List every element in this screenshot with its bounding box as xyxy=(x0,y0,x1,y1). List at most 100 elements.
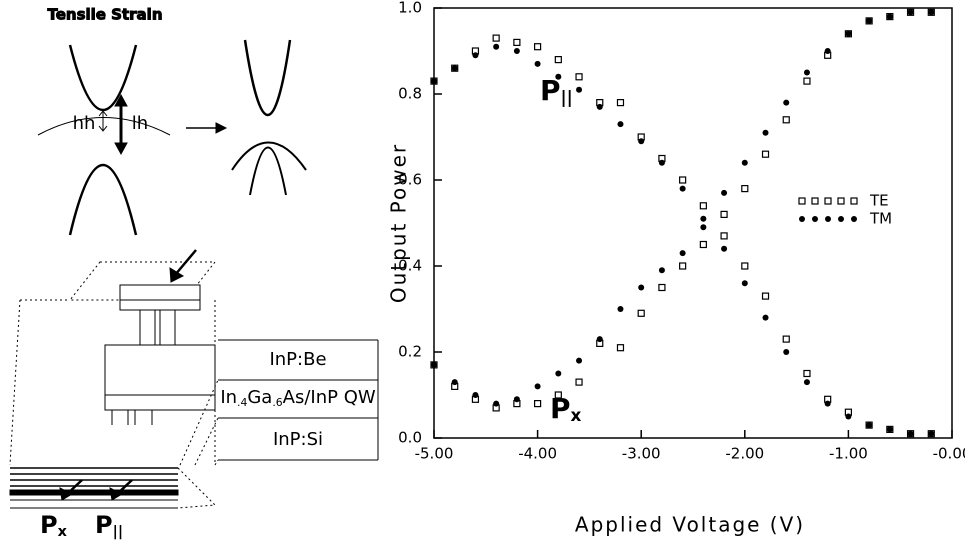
legend-marker xyxy=(798,197,806,205)
label-main: P xyxy=(540,74,561,107)
data-point xyxy=(803,369,811,378)
data-point xyxy=(617,306,624,312)
label-main: In xyxy=(220,387,237,408)
data-point xyxy=(761,292,770,300)
layer-label: InP:Be xyxy=(269,349,326,370)
label-subscript: .4 xyxy=(237,396,247,409)
band-diagram: Tensile Strain xyxy=(37,5,307,236)
y-tick-label: 0.0 xyxy=(398,429,422,447)
data-point xyxy=(783,99,790,106)
y-tick-label: 0.8 xyxy=(398,85,422,103)
data-point xyxy=(576,86,583,93)
output-label: P|| xyxy=(95,511,123,540)
x-tick-label: -0.00 xyxy=(933,445,965,463)
data-point xyxy=(658,283,666,292)
legend-marker xyxy=(837,197,845,205)
device-sketch xyxy=(9,249,379,509)
data-point xyxy=(679,185,686,192)
data-point xyxy=(638,138,645,145)
data-point xyxy=(699,202,707,210)
label-main: P xyxy=(550,392,571,425)
data-point xyxy=(576,357,583,364)
data-point xyxy=(679,176,687,184)
data-point xyxy=(782,335,790,343)
data-point xyxy=(761,150,770,158)
data-point xyxy=(845,413,852,420)
label-subscript: || xyxy=(561,87,573,107)
data-point xyxy=(451,379,458,386)
data-point xyxy=(824,400,831,407)
data-point xyxy=(886,13,893,20)
label-main: P xyxy=(95,511,113,539)
qw-label: In.4Ga.6As/InP QW xyxy=(220,387,376,409)
x-tick-label: -3.00 xyxy=(622,445,661,463)
legend-marker xyxy=(838,216,844,222)
x-tick-label: -5.00 xyxy=(415,445,454,463)
data-point xyxy=(472,392,479,398)
hh-label: hh xyxy=(73,113,96,134)
data-point xyxy=(803,379,810,386)
data-point xyxy=(431,78,437,85)
data-point xyxy=(431,361,437,368)
y-tick-label: 1.0 xyxy=(398,0,422,17)
legend-marker xyxy=(812,216,818,222)
label-subscript: || xyxy=(113,524,124,540)
label-main: As/InP QW xyxy=(283,387,376,408)
x-tick-label: -2.00 xyxy=(725,445,764,463)
legend-marker xyxy=(825,216,831,222)
data-point xyxy=(513,38,521,47)
x-axis-title: Applied Voltage (V) xyxy=(575,513,805,537)
output-label: Px xyxy=(40,511,68,540)
data-point xyxy=(928,430,935,437)
data-point xyxy=(824,48,831,54)
data-point xyxy=(803,77,811,85)
data-point xyxy=(700,224,707,231)
data-point xyxy=(616,344,625,352)
data-point xyxy=(534,383,541,390)
data-point xyxy=(472,52,479,59)
data-point xyxy=(782,116,790,124)
data-point xyxy=(617,121,624,128)
data-point xyxy=(907,430,914,437)
y-tick-label: 0.4 xyxy=(398,257,422,275)
data-point xyxy=(637,309,645,317)
data-point xyxy=(721,189,728,196)
data-point xyxy=(741,262,749,270)
data-point xyxy=(638,284,645,291)
data-point xyxy=(866,422,873,429)
data-point xyxy=(741,280,748,287)
lh-label: lh xyxy=(132,113,148,134)
data-point xyxy=(720,210,728,218)
data-point xyxy=(721,245,728,252)
layer-label: InP:Si xyxy=(273,429,323,450)
data-point xyxy=(555,370,562,377)
label-subscript: x xyxy=(571,405,582,425)
label-main: Ga xyxy=(247,387,272,408)
data-point xyxy=(866,17,873,24)
annotation: Px xyxy=(550,392,582,425)
data-point xyxy=(616,98,625,107)
annotation: P|| xyxy=(540,74,573,107)
data-point xyxy=(783,349,790,355)
data-point xyxy=(596,336,603,343)
data-point xyxy=(741,185,749,193)
diagram-title: Tensile Strain xyxy=(47,6,162,24)
data-point xyxy=(845,30,852,37)
x-tick-label: -1.00 xyxy=(829,445,868,463)
data-point xyxy=(928,9,935,16)
data-point xyxy=(554,391,562,399)
legend-marker xyxy=(799,216,805,222)
legend-marker xyxy=(824,197,832,205)
data-point xyxy=(451,65,458,72)
label-subscript: x xyxy=(58,524,68,540)
data-point xyxy=(720,232,728,240)
data-point xyxy=(513,396,520,403)
data-point xyxy=(533,43,542,51)
data-point xyxy=(534,60,541,67)
legend-marker xyxy=(811,197,819,205)
data-point xyxy=(575,73,583,81)
data-point xyxy=(492,34,500,42)
data-point xyxy=(803,69,810,76)
data-point xyxy=(658,267,665,274)
